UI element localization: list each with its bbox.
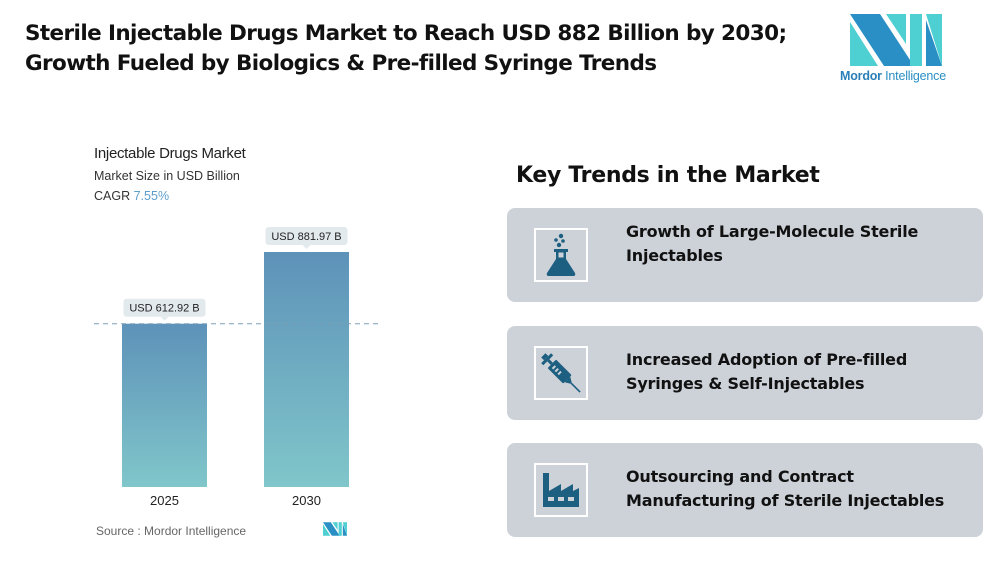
brand-name: Mordor Intelligence <box>840 69 946 83</box>
data-label-2030: USD 881.97 B <box>271 231 341 243</box>
data-label-pointer-2025 <box>160 316 169 321</box>
chart-title: Injectable Drugs Market <box>94 145 246 162</box>
headline-line-1: Sterile Injectable Drugs Market to Reach… <box>25 21 787 46</box>
data-label-2025: USD 612.92 B <box>129 303 199 315</box>
flask-icon <box>546 233 576 276</box>
trend-label: Growth of Large-Molecule Sterile Injecta… <box>626 222 919 265</box>
cagr-value: 7.55% <box>133 189 170 203</box>
data-label-pointer-2030 <box>302 245 311 250</box>
headline: Sterile Injectable Drugs Market to Reach… <box>25 19 815 79</box>
x-tick-label-2025: 2025 <box>150 493 179 508</box>
trend-card-large-molecule: Growth of Large-Molecule Sterile Injecta… <box>507 208 983 302</box>
mordor-intelligence-logo: Mordor Intelligence <box>838 14 963 86</box>
trend-label: Increased Adoption of Pre-filled Syringe… <box>626 350 908 393</box>
cagr-label: CAGR <box>94 189 131 203</box>
bar-2025 <box>122 323 207 487</box>
data-label-box-2030 <box>265 227 348 246</box>
syringe-icon <box>541 353 581 393</box>
chart-panel: Injectable Drugs Market Market Size in U… <box>80 140 400 550</box>
trend-card-prefilled-syringes: Increased Adoption of Pre-filled Syringe… <box>507 326 983 420</box>
x-tick-label-2030: 2030 <box>292 493 321 508</box>
trend-icon-box <box>534 463 588 517</box>
trend-label: Outsourcing and Contract Manufacturing o… <box>626 467 945 510</box>
trend-icon-box <box>534 346 588 400</box>
bar-chart: USD 612.92 B 2025 USD 881.97 B 2030 <box>94 227 380 508</box>
source-note: Source : Mordor Intelligence <box>96 524 247 538</box>
brand-name-bold: Mordor <box>840 69 882 83</box>
chart-cagr: CAGR 7.55% <box>94 189 169 203</box>
data-label-box-2025 <box>123 298 206 317</box>
trend-icon-box <box>534 228 588 282</box>
bar-2030 <box>264 252 349 487</box>
key-trends-title: Key Trends in the Market <box>516 163 820 188</box>
mordor-mini-logo-icon <box>323 522 347 536</box>
mordor-logo-mark-icon <box>850 14 942 66</box>
trend-card-outsourcing: Outsourcing and Contract Manufacturing o… <box>507 443 983 537</box>
brand-name-light: Intelligence <box>885 69 946 83</box>
chart-subtitle: Market Size in USD Billion <box>94 169 240 183</box>
factory-icon <box>543 473 579 507</box>
headline-line-2: Growth Fueled by Biologics & Pre-filled … <box>25 51 657 76</box>
